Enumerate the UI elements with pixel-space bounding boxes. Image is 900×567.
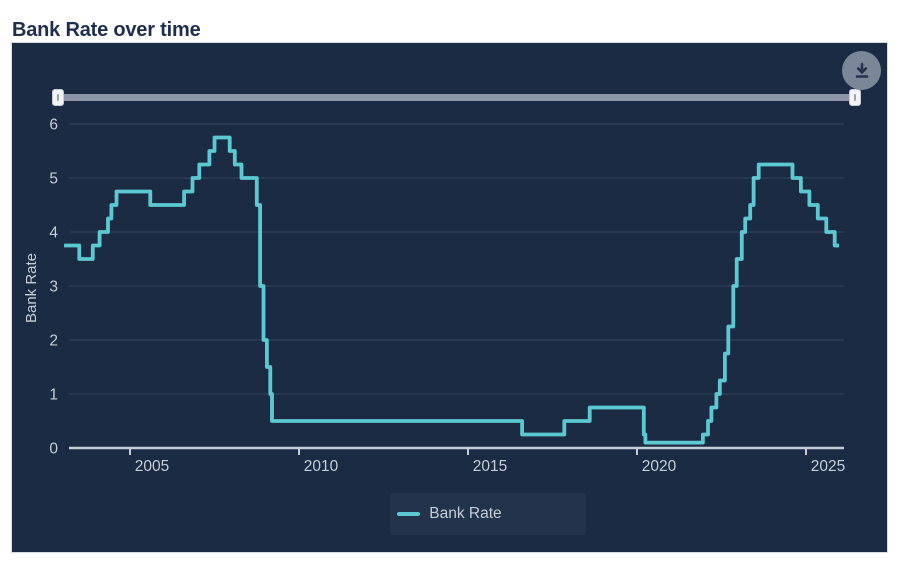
range-slider-handle-left[interactable] [52,89,64,106]
y-tick-label-4: 4 [49,225,58,242]
y-tick-label-1: 1 [49,387,58,404]
slider-grip-icon [57,94,59,101]
legend-item-bank-rate[interactable]: Bank Rate [397,505,502,523]
legend-swatch [397,512,421,516]
y-tick-label-5: 5 [49,171,58,188]
range-slider-handle-right[interactable] [849,89,861,106]
chart-panel: 0 1 2 3 4 5 6 2005 2010 2015 2020 2025 Bank Rate Ban… [11,42,888,553]
x-tick-label-2005: 2005 [135,458,169,475]
download-icon [855,62,868,78]
y-axis-title: Bank Rate [23,253,40,323]
range-slider [52,89,861,106]
bank-rate-chart[interactable]: 0 1 2 3 4 5 6 2005 2010 2015 2020 2025 Bank Rate [12,43,889,554]
x-tick-label-2010: 2010 [304,458,339,475]
page-title: Bank Rate over time [12,19,201,42]
x-tick-label-2020: 2020 [642,458,677,475]
y-tick-label-2: 2 [49,333,58,350]
bank-rate-line [64,135,840,445]
x-tick-label-2015: 2015 [473,458,507,475]
y-tick-label-0: 0 [49,441,58,458]
y-tick-label-6: 6 [49,117,58,134]
download-button[interactable] [842,51,881,90]
legend-highlight-box [390,493,586,535]
y-tick-label-3: 3 [49,279,58,296]
legend-label: Bank Rate [429,505,502,522]
legend: Bank Rate [12,501,887,527]
range-slider-track[interactable] [58,94,855,101]
slider-grip-icon [854,94,856,101]
x-tick-label-2025: 2025 [811,458,845,475]
